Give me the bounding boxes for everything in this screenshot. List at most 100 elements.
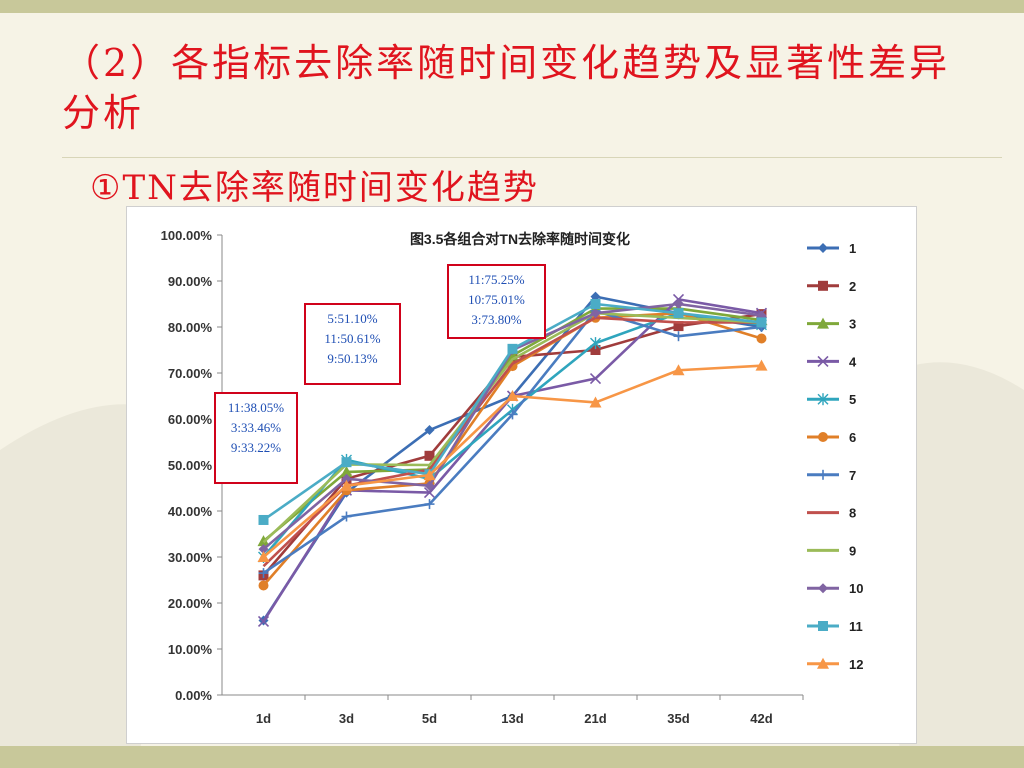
x-tick-label: 3d <box>339 711 354 726</box>
legend-item: 3 <box>807 317 856 332</box>
legend-item: 8 <box>807 506 856 521</box>
data-point <box>589 372 602 385</box>
data-point <box>817 393 829 406</box>
title-divider <box>62 157 1002 158</box>
data-point <box>590 299 601 309</box>
legend-label: 2 <box>849 279 856 294</box>
legend-item: 7 <box>807 468 856 483</box>
y-tick-label: 80.00% <box>168 320 213 335</box>
data-point <box>818 621 828 631</box>
data-point <box>258 514 269 525</box>
y-tick-label: 10.00% <box>168 642 213 657</box>
data-point <box>818 280 828 291</box>
legend-label: 6 <box>849 430 856 445</box>
y-tick-label: 90.00% <box>168 274 213 289</box>
legend-label: 3 <box>849 317 856 332</box>
data-point <box>673 321 684 332</box>
data-point <box>756 317 767 328</box>
y-tick-label: 0.00% <box>175 688 212 703</box>
legend-label: 8 <box>849 506 856 521</box>
annotation-line: 3:73.80% <box>471 312 522 327</box>
legend-label: 7 <box>849 468 856 483</box>
series-layer <box>257 291 768 627</box>
data-point <box>818 243 828 253</box>
legend-label: 10 <box>849 581 863 596</box>
data-point <box>424 480 435 491</box>
series-7 <box>258 305 767 579</box>
chart-title: 图3.5各组合对TN去除率随时间变化 <box>410 231 630 247</box>
data-point <box>673 299 684 309</box>
data-point <box>424 499 435 510</box>
y-tick-label: 60.00% <box>168 412 213 427</box>
x-tick-label: 13d <box>501 711 523 726</box>
legend-label: 5 <box>849 392 856 407</box>
annotation-line: 5:51.10% <box>327 311 378 326</box>
annotation-line: 10:75.01% <box>468 292 525 307</box>
data-point <box>258 568 269 579</box>
legend-item: 2 <box>807 279 856 294</box>
legend-label: 4 <box>849 354 857 369</box>
data-point <box>257 551 270 562</box>
data-point <box>340 479 353 491</box>
legend-label: 1 <box>849 241 856 256</box>
x-tick-label: 35d <box>667 711 689 726</box>
annotation-line: 3:33.46% <box>230 420 282 435</box>
data-point <box>423 469 436 481</box>
data-point <box>341 457 352 468</box>
annotation-box-day3: 5:51.10% 11:50.61% 9:50.13% <box>304 303 401 385</box>
y-tick-label: 30.00% <box>168 550 213 565</box>
data-point <box>590 291 601 302</box>
legend-label: 11 <box>849 619 863 634</box>
slide-subtitle: ①TN去除率随时间变化趋势 <box>90 168 539 208</box>
data-point <box>817 355 829 367</box>
data-point <box>423 487 436 499</box>
legend-item: 1 <box>807 241 856 256</box>
data-point <box>340 465 353 477</box>
data-point <box>756 333 767 344</box>
data-point <box>424 450 435 461</box>
data-point <box>817 657 829 669</box>
annotation-line: 11:50.61% <box>324 331 381 346</box>
legend-item: 11 <box>807 619 863 634</box>
annotation-line: 9:50.13% <box>327 351 378 366</box>
series-12 <box>257 359 768 562</box>
annotation-box-day13: 11:75.25% 10:75.01% 3:73.80% <box>447 264 546 339</box>
annotation-box-day1: 11:38.05% 3:33.46% 9:33.22% <box>214 392 298 484</box>
data-point <box>341 511 352 522</box>
data-point <box>589 396 602 408</box>
legend-label: 9 <box>849 543 856 558</box>
data-point <box>672 364 685 376</box>
data-point <box>258 580 269 591</box>
top-decorative-band <box>0 0 1024 13</box>
data-point <box>424 425 435 436</box>
annotation-line: 11:75.25% <box>468 272 525 287</box>
legend-label: 12 <box>849 657 863 672</box>
data-point <box>590 337 601 350</box>
x-tick-label: 21d <box>584 711 606 726</box>
data-point <box>507 343 518 354</box>
data-point <box>507 409 518 420</box>
line-chart: 图3.5各组合对TN去除率随时间变化 0.00%10.00%20.00%30.0… <box>161 228 864 726</box>
data-point <box>258 544 269 555</box>
legend-item: 12 <box>807 657 863 672</box>
chart-image-frame: 图3.5各组合对TN去除率随时间变化 0.00% 10.00% 20.00% 30.0… <box>126 206 917 744</box>
y-tick-label: 70.00% <box>168 366 213 381</box>
slide-title: （2）各指标去除率随时间变化趋势及显著性差异分析 <box>62 41 951 135</box>
legend-item: 9 <box>807 543 856 558</box>
data-point <box>818 469 828 480</box>
x-tick-label: 42d <box>750 711 772 726</box>
data-point <box>755 359 768 371</box>
legend-item: 5 <box>807 392 856 407</box>
legend-item: 4 <box>807 354 857 369</box>
y-tick-label: 40.00% <box>168 504 213 519</box>
y-tick-label: 20.00% <box>168 596 213 611</box>
y-axis-layer: 0.00% 10.00% 20.00% 30.00% 40.00% 50.00% 60.00… <box>161 228 804 726</box>
data-point <box>818 432 828 442</box>
y-tick-label: 50.00% <box>168 458 213 473</box>
legend-item: 6 <box>807 430 856 445</box>
data-point <box>590 308 601 319</box>
y-tick-label: 100.00% <box>161 228 213 243</box>
annotation-line: 11:38.05% <box>227 400 285 415</box>
annotation-line: 9:33.22% <box>230 440 282 455</box>
